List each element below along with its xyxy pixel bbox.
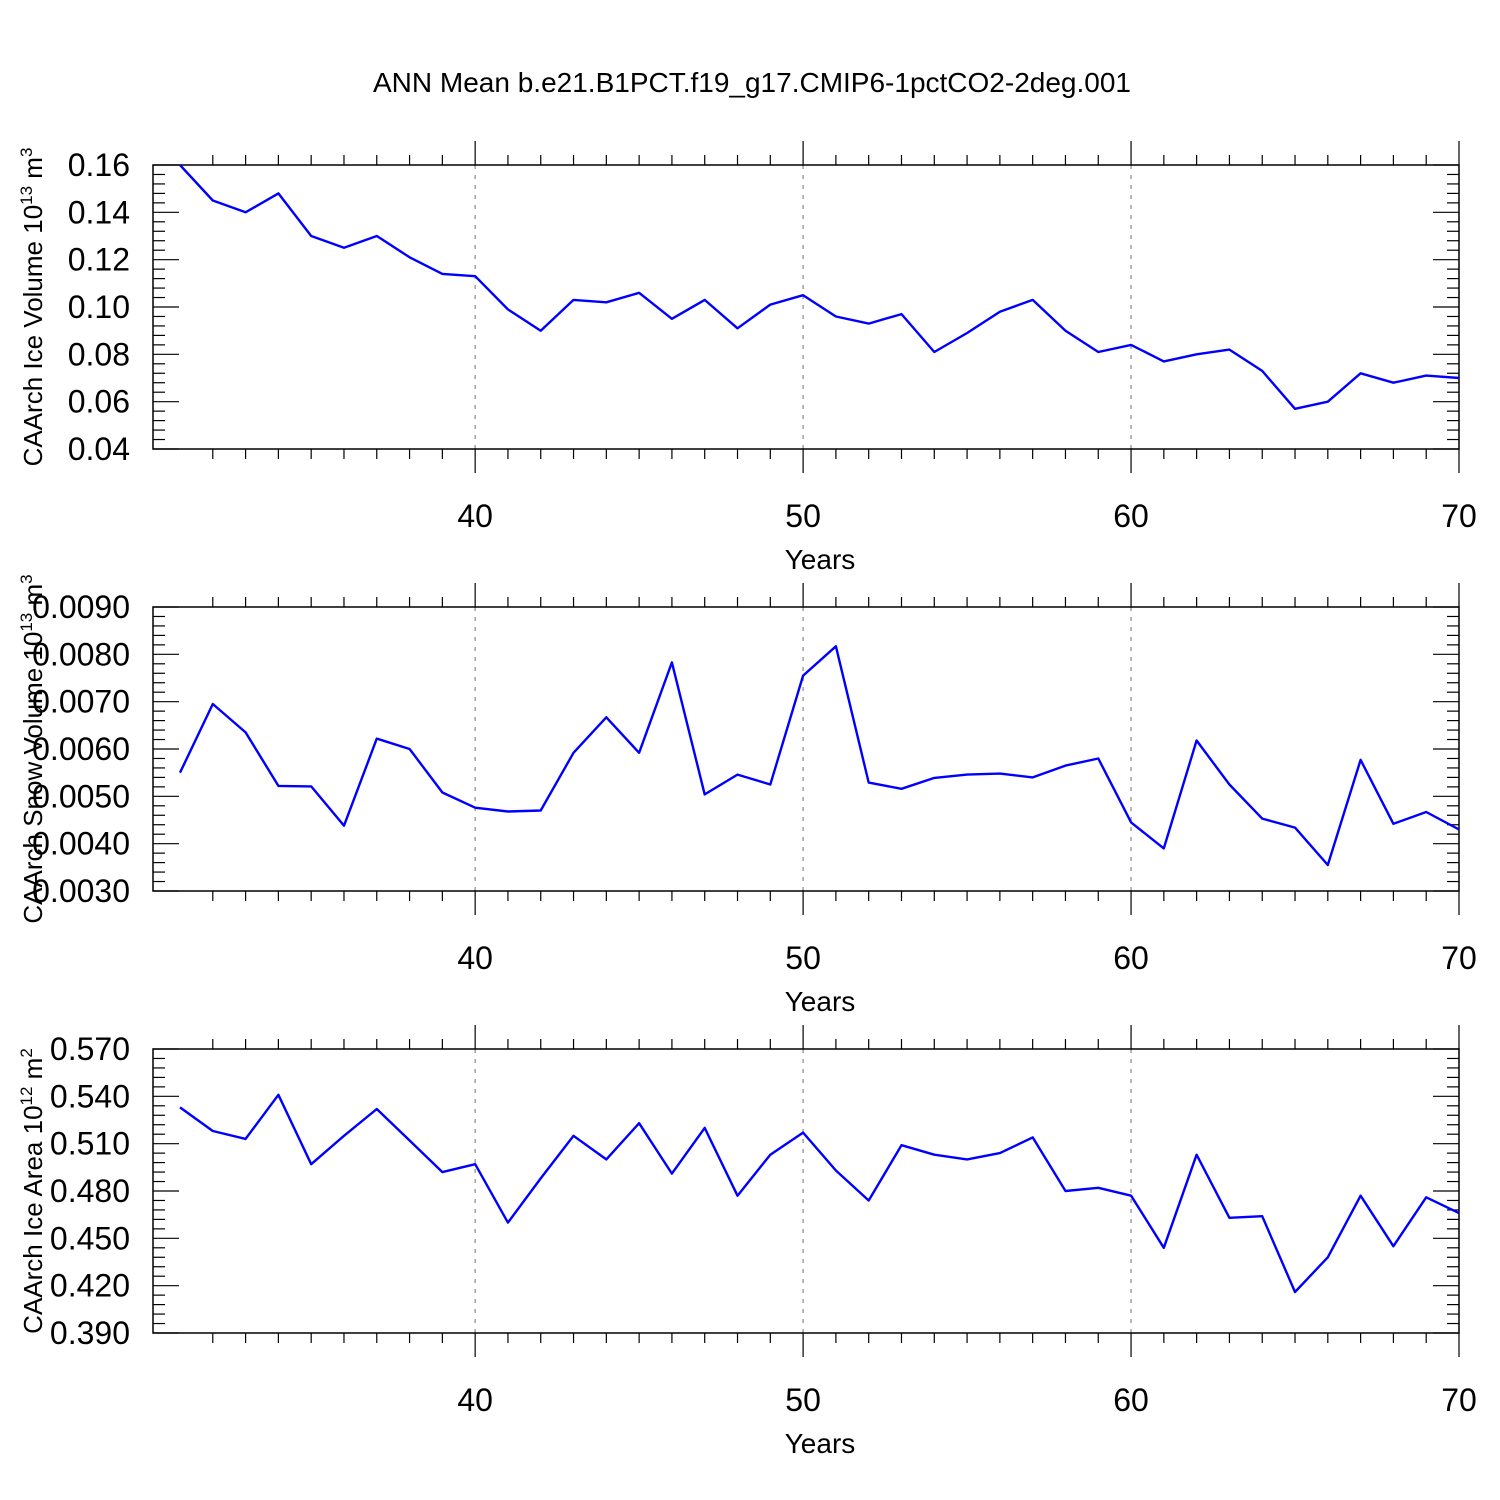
x-axis-label: Years xyxy=(785,1428,856,1459)
x-tick-label: 60 xyxy=(1113,1382,1149,1418)
y-axis-label: CAArch Ice Volume 1013 m3 xyxy=(17,148,48,467)
series-line-snow-volume xyxy=(178,645,1459,867)
y-axis-label-unit-exponent: 3 xyxy=(17,148,36,157)
panel-ice-volume: 40 50 60 70 0.04 0.06 0.08 0.10 0.12 0.14 0.16 Year… xyxy=(17,141,1477,575)
y-tick-label: 0.06 xyxy=(68,384,130,420)
x-tick-label: 60 xyxy=(1113,940,1149,976)
x-tick-label: 50 xyxy=(785,498,821,534)
y-tick-label: 0.420 xyxy=(50,1268,130,1304)
y-tick-label: 0.0070 xyxy=(32,684,130,720)
y-axis-label-unit-exponent: 3 xyxy=(17,574,36,583)
y-tick-label: 0.0030 xyxy=(32,873,130,909)
y-tick-label: 0.0050 xyxy=(32,778,130,814)
y-ticks-ice-area xyxy=(153,1048,1459,1334)
y-tick-label: 0.08 xyxy=(68,336,130,372)
y-axis-label-exponent: 13 xyxy=(17,613,36,632)
y-tick-label: 0.450 xyxy=(50,1220,130,1256)
x-tick-label: 50 xyxy=(785,940,821,976)
y-axis-label-unit: m xyxy=(18,157,48,186)
x-tick-label: 70 xyxy=(1441,498,1477,534)
x-ticks-ice-area xyxy=(212,1025,1460,1357)
y-axis-label: CAArch Snow Volume 1013 m3 xyxy=(17,574,48,923)
x-tick-label: 70 xyxy=(1441,940,1477,976)
x-tick-label: 60 xyxy=(1113,498,1149,534)
y-axis-label-unit-exponent: 2 xyxy=(17,1048,36,1057)
y-tick-label: 0.16 xyxy=(68,147,130,183)
x-tick-label: 50 xyxy=(785,1382,821,1418)
series-line-ice-area xyxy=(179,1093,1459,1294)
chart-title: ANN Mean b.e21.B1PCT.f19_g17.CMIP6-1pctC… xyxy=(373,67,1131,98)
x-ticks-ice-volume xyxy=(212,141,1460,473)
y-tick-label: 0.570 xyxy=(50,1031,130,1067)
x-ticks-snow-volume xyxy=(212,583,1460,915)
y-axis-label-unit: m xyxy=(18,1058,48,1087)
y-axis-label-text: CAArch Ice Volume 10 xyxy=(18,205,48,467)
y-tick-label: 0.0040 xyxy=(32,826,130,862)
y-axis-label-exponent: 12 xyxy=(17,1087,36,1106)
y-ticks-ice-volume xyxy=(153,164,1459,450)
y-axis-label-text: CAArch Snow Volume 10 xyxy=(18,632,48,924)
panel-snow-volume: 40 50 60 70 0.0030 0.0040 0.0050 0.0060 0.0070 0.… xyxy=(17,574,1477,1017)
x-axis-label: Years xyxy=(785,544,856,575)
y-axis-label: CAArch Ice Area 1012 m2 xyxy=(17,1048,48,1334)
y-tick-label: 0.390 xyxy=(50,1315,130,1351)
y-tick-label: 0.540 xyxy=(50,1078,130,1114)
panels-container: 40 50 60 70 0.04 0.06 0.08 0.10 0.12 0.14 0.16 Year… xyxy=(17,141,1477,1459)
y-tick-label: 0.04 xyxy=(68,431,130,467)
series-line-ice-volume xyxy=(179,165,1459,410)
y-tick-label: 0.510 xyxy=(50,1126,130,1162)
y-tick-label: 0.0060 xyxy=(32,731,130,767)
x-tick-label: 40 xyxy=(457,940,493,976)
y-tick-label: 0.0090 xyxy=(32,589,130,625)
y-tick-label: 0.14 xyxy=(68,194,130,230)
y-tick-label: 0.10 xyxy=(68,289,130,325)
x-axis-label: Years xyxy=(785,986,856,1017)
y-ticks-snow-volume xyxy=(153,606,1459,892)
x-tick-label: 40 xyxy=(457,498,493,534)
y-axis-label-unit: m xyxy=(18,584,48,613)
y-tick-label: 0.480 xyxy=(50,1173,130,1209)
y-tick-label: 0.0080 xyxy=(32,636,130,672)
y-tick-label: 0.12 xyxy=(68,242,130,278)
y-axis-label-text: CAArch Ice Area 10 xyxy=(18,1105,48,1333)
x-tick-label: 40 xyxy=(457,1382,493,1418)
y-axis-label-exponent: 13 xyxy=(17,186,36,205)
x-tick-label: 70 xyxy=(1441,1382,1477,1418)
panel-ice-area: 40 50 60 70 0.390 0.420 0.450 0.480 0.510 0.540 0.… xyxy=(17,1025,1477,1459)
